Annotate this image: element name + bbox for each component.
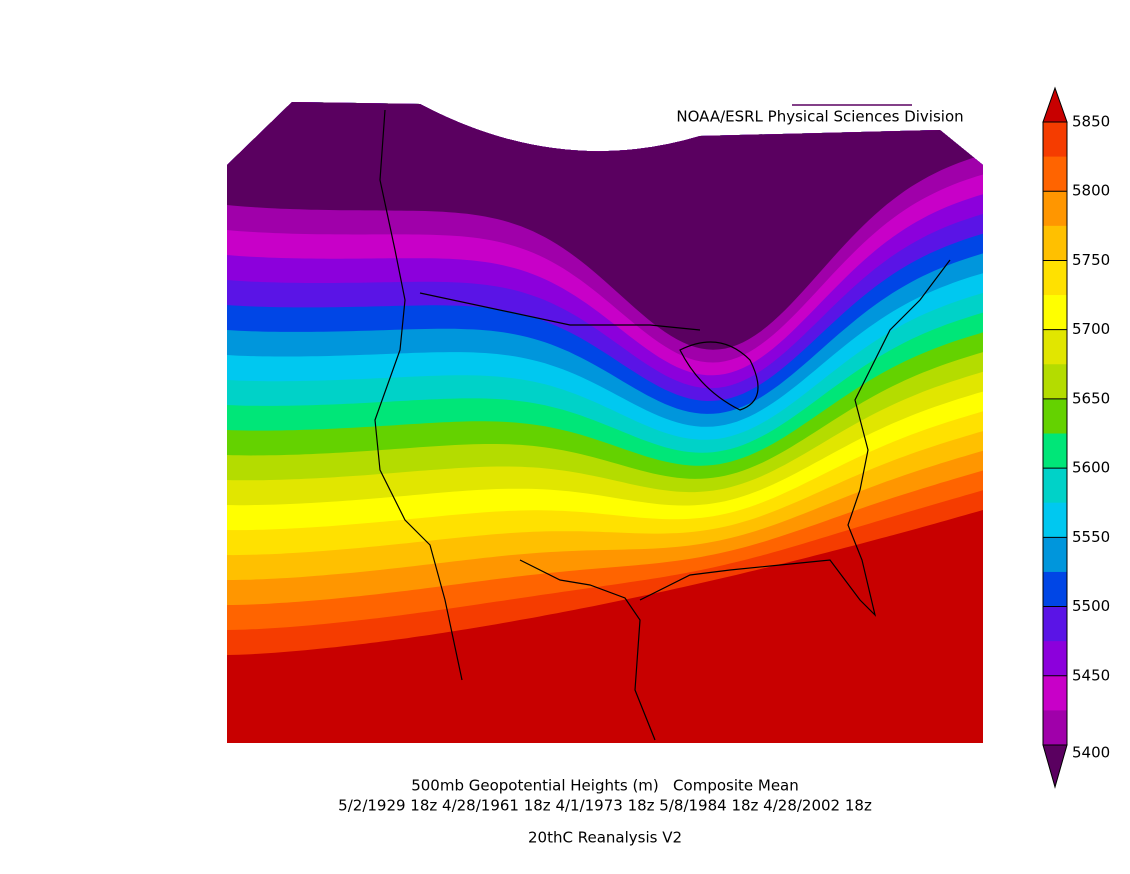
mexico-coast bbox=[519, 559, 656, 741]
colorbar-under bbox=[1042, 744, 1068, 789]
colorbar-band bbox=[1043, 260, 1067, 296]
credit: NOAA/ESRL Physical Sciences Division bbox=[676, 108, 963, 126]
colorbar-tick-label: 5550 bbox=[1072, 528, 1110, 546]
colorbar-over bbox=[1042, 86, 1068, 123]
colorbar-tick-label: 5500 bbox=[1072, 597, 1110, 615]
colorbar-tick-label: 5650 bbox=[1072, 389, 1110, 407]
colorbar-tick-label: 5850 bbox=[1072, 113, 1110, 131]
colorbar-tick-label: 5750 bbox=[1072, 251, 1110, 269]
colorbar-band bbox=[1043, 329, 1067, 365]
colorbar-tick-label: 5600 bbox=[1072, 459, 1110, 477]
map bbox=[227, 102, 983, 743]
colorbar-tick-label: 5800 bbox=[1072, 182, 1110, 200]
colorbar-band bbox=[1043, 606, 1067, 642]
dates: 5/2/1929 18z 4/28/1961 18z 4/1/1973 18z … bbox=[338, 797, 872, 815]
colorbar-band bbox=[1043, 191, 1067, 227]
colorbar-band bbox=[1043, 537, 1067, 573]
colorbar-band bbox=[1043, 468, 1067, 504]
colorbar: 5400 5450 5500 5550 5600 5650 5700 5750 5800 5850 bbox=[1042, 86, 1110, 789]
colorbar-band bbox=[1043, 225, 1067, 261]
border bbox=[419, 292, 701, 331]
colorbar-band bbox=[1043, 571, 1067, 608]
colorbar-band bbox=[1043, 122, 1067, 158]
colorbar-tick-label: 5400 bbox=[1072, 744, 1110, 762]
east-coast bbox=[639, 259, 951, 617]
colorbar-tick-label: 5450 bbox=[1072, 666, 1110, 684]
colorbar-band bbox=[1043, 710, 1067, 746]
colorbar-band bbox=[1043, 295, 1067, 331]
great-lakes bbox=[679, 341, 759, 411]
colorbar-band bbox=[1043, 502, 1067, 538]
colorbar-band bbox=[1043, 675, 1067, 711]
source: 20thC Reanalysis V2 bbox=[528, 829, 682, 847]
title: 500mb Geopotential Heights (m) Composite… bbox=[411, 777, 799, 795]
colorbar-band bbox=[1043, 156, 1067, 192]
west-coast bbox=[374, 109, 463, 681]
colorbar-band bbox=[1043, 433, 1067, 469]
coastlines bbox=[374, 109, 951, 741]
colorbar-band bbox=[1043, 364, 1067, 400]
map-band bbox=[227, 102, 983, 350]
colorbar-band bbox=[1043, 398, 1067, 434]
colorbar-band bbox=[1043, 641, 1067, 677]
colorbar-tick-label: 5700 bbox=[1072, 320, 1110, 338]
